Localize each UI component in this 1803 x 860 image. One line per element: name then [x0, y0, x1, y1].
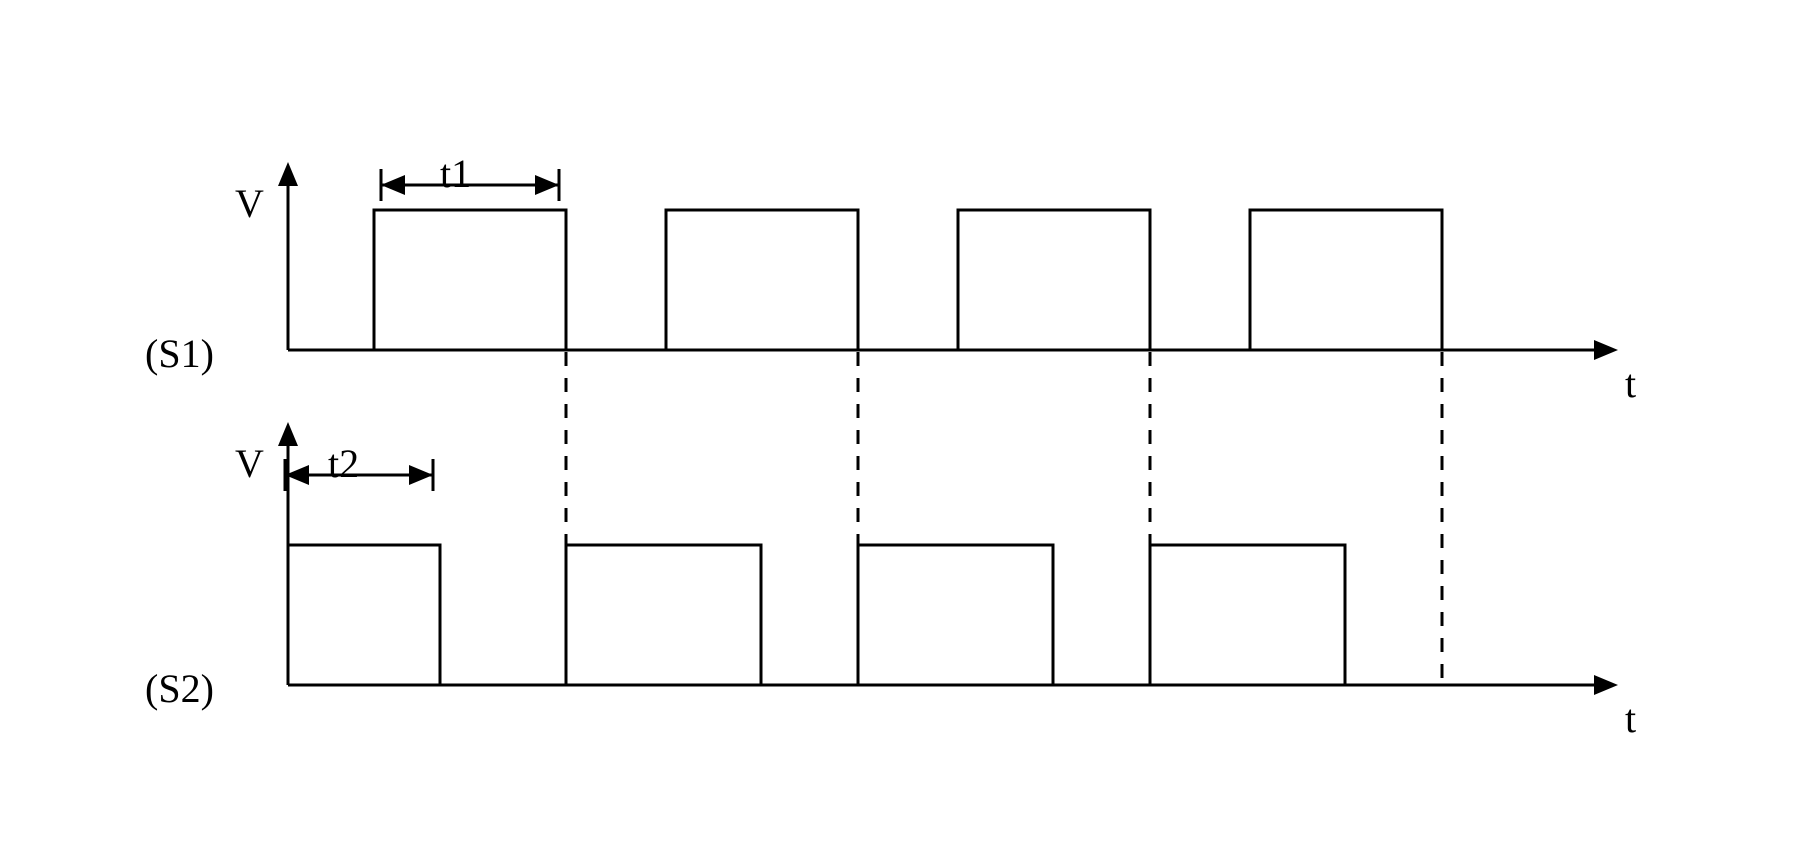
dimension-label-S2: t2	[328, 440, 359, 487]
timing-svg	[40, 40, 1803, 820]
x-axis-label-S2: t	[1625, 695, 1636, 742]
y-axis-label-S1: V	[235, 180, 264, 227]
timing-diagram: (S1) Vt t1 (S2) Vt t2	[40, 40, 1803, 820]
y-axis-label-S2: V	[235, 440, 264, 487]
signal-label-S1: (S1)	[145, 330, 214, 377]
x-axis-label-S1: t	[1625, 360, 1636, 407]
signal-label-S2: (S2)	[145, 665, 214, 712]
dimension-label-S1: t1	[440, 150, 471, 197]
